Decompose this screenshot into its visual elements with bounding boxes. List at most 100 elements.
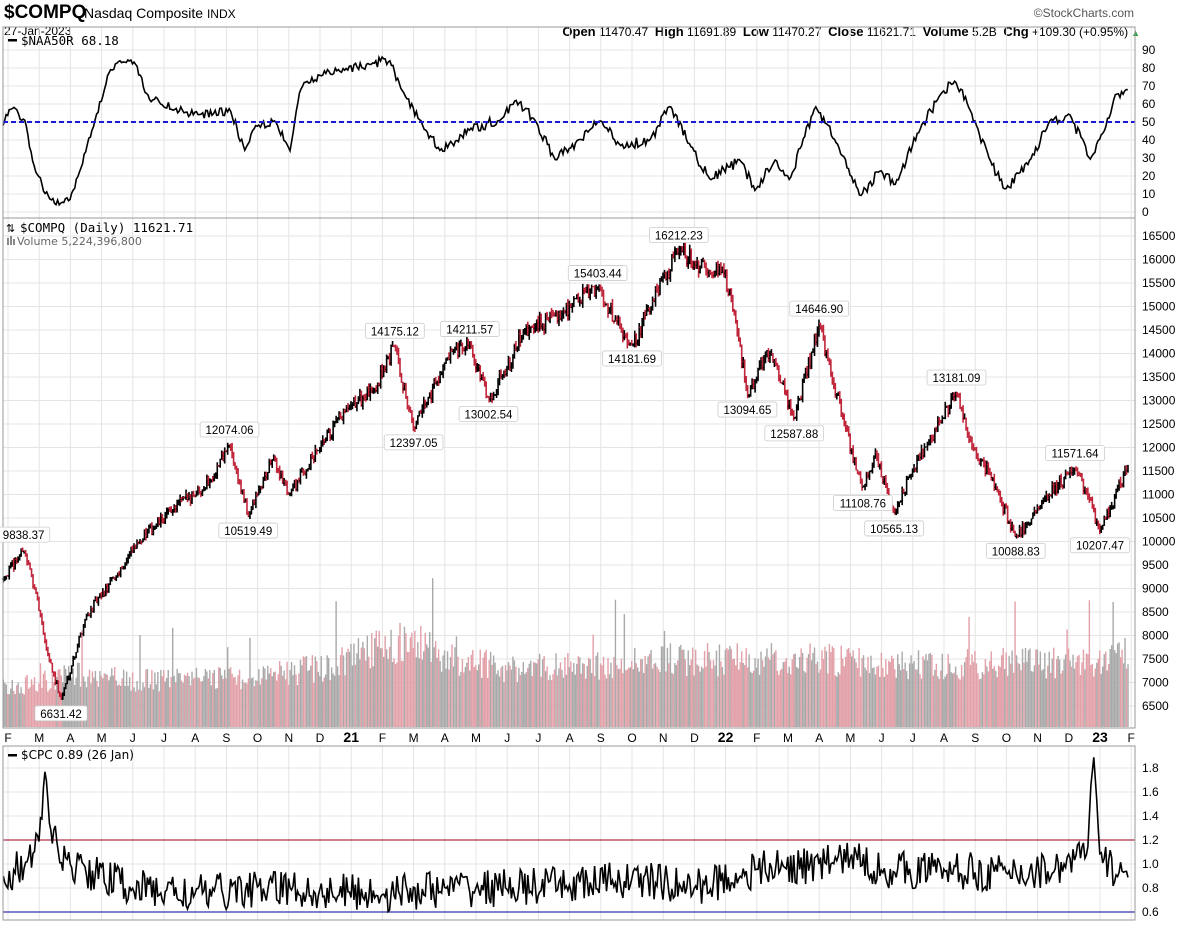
annotation-box <box>789 300 849 317</box>
volume-bar <box>24 677 27 727</box>
high-label: High <box>654 24 684 39</box>
volume-bar <box>527 667 529 727</box>
volume-bar <box>244 683 247 727</box>
volume-bar <box>371 633 373 727</box>
volume-bar <box>1084 669 1086 727</box>
volume-bar <box>1017 662 1019 727</box>
volume-bar <box>567 653 569 727</box>
volume-bar <box>483 652 486 727</box>
naa-y-tick-label: 50 <box>1142 115 1156 129</box>
volume-bar <box>179 673 181 727</box>
volume-bar <box>983 674 985 727</box>
volume-bar <box>940 670 942 727</box>
volume-bar <box>237 675 239 727</box>
volume-bar <box>1042 669 1045 727</box>
volume-bar <box>593 675 596 727</box>
volume-bar <box>708 652 710 727</box>
volume-bar <box>228 668 230 727</box>
volume-bar <box>874 674 877 727</box>
volume-bar <box>15 685 18 727</box>
annotation-box <box>833 494 893 511</box>
volume-bar <box>1102 666 1104 727</box>
volume-bar <box>430 661 432 727</box>
volume-bar <box>530 660 532 727</box>
volume-bar <box>934 669 936 727</box>
volume-bar <box>971 654 973 727</box>
copyright[interactable]: ©StockCharts.com <box>1033 6 1134 20</box>
volume-bar <box>166 677 168 727</box>
volume-bar <box>320 656 322 727</box>
annotation-label: 9838.37 <box>3 530 45 542</box>
quote-summary: Open 11470.47 High 11691.89 Low 11470.27… <box>562 24 1140 39</box>
panel-titles: $NAA50R 68.18 ⇅ $COMPQ (Daily) 11621.71 … <box>6 33 193 762</box>
volume-bar <box>1066 629 1068 727</box>
volume-bar <box>234 676 236 727</box>
volume-bar <box>264 668 266 727</box>
volume-bar <box>96 680 98 727</box>
volume-bar <box>1076 656 1079 727</box>
volume-bar <box>491 664 493 727</box>
volume-bar <box>1039 651 1042 727</box>
volume-bar <box>215 688 217 727</box>
x-tick-label: M <box>409 731 419 745</box>
annotation-box <box>717 401 778 418</box>
volume-bar <box>305 655 308 727</box>
price-y-tick-label: 8500 <box>1142 605 1169 619</box>
annotation-box <box>365 322 425 339</box>
volume-bar <box>709 660 712 727</box>
volume-bar <box>847 648 850 727</box>
naa-y-tick-label: 80 <box>1142 61 1156 75</box>
volume-bar <box>580 673 582 727</box>
volume-bar <box>151 670 153 727</box>
high-value: 11691.89 <box>687 25 737 39</box>
volume-bar <box>562 677 565 727</box>
annotation-box <box>199 421 260 438</box>
volume-bar <box>117 685 119 727</box>
volume-bar <box>815 664 817 727</box>
volume-bar <box>730 649 733 727</box>
volume-bar <box>494 662 496 727</box>
volume-bar <box>20 687 22 727</box>
annotation-box <box>383 434 444 451</box>
annotation-label: 12074.06 <box>206 425 254 437</box>
x-tick-label: N <box>1033 731 1042 745</box>
volume-bar <box>167 669 169 727</box>
volume-bar <box>674 663 676 727</box>
volume-bar <box>169 687 171 727</box>
volume-bar <box>1009 663 1012 727</box>
volume-bar <box>553 669 556 727</box>
naa-series-line <box>2 54 1128 207</box>
volume-bar <box>148 687 150 727</box>
annotation-label: 10207.47 <box>1076 541 1124 553</box>
volume-bar <box>699 671 701 727</box>
naa-y-tick-label: 20 <box>1142 169 1156 183</box>
volume-bar <box>94 670 97 727</box>
volume-bar <box>262 666 265 727</box>
volume-bar <box>1085 653 1088 727</box>
volume-bar <box>479 649 481 727</box>
volume-bar <box>898 664 900 727</box>
volume-bar <box>671 672 673 727</box>
volume-bar <box>350 643 352 727</box>
price-y-tick-label: 7000 <box>1142 676 1169 690</box>
volume-bar <box>855 662 857 727</box>
volume-bar <box>482 657 484 727</box>
volume-bar <box>619 668 621 727</box>
naa-y-tick-label: 60 <box>1142 97 1156 111</box>
volume-bar <box>176 668 178 727</box>
volume-bar <box>726 648 728 727</box>
volume-bar <box>662 646 664 727</box>
volume-bar <box>1106 670 1108 727</box>
volume-bar <box>280 665 282 727</box>
volume-bar <box>307 670 309 727</box>
volume-bar <box>418 658 421 727</box>
volume-bar <box>975 663 978 727</box>
volume-bar <box>665 671 667 727</box>
volume-bar <box>864 667 866 727</box>
volume-bar <box>1115 653 1117 727</box>
volume-bar <box>914 669 917 727</box>
volume-bar <box>861 658 863 727</box>
volume-bar <box>1079 674 1082 727</box>
volume-bar <box>1020 670 1022 727</box>
volume-bar <box>434 641 437 727</box>
